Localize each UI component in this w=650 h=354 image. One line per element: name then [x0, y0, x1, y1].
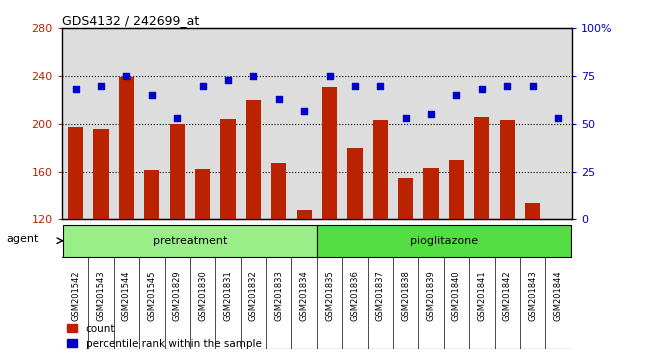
Text: GSM201840: GSM201840: [452, 270, 461, 321]
Point: [451, 92, 462, 98]
Bar: [424, 168, 439, 354]
Point: [553, 115, 564, 121]
Bar: [317, 225, 571, 257]
Text: GSM201838: GSM201838: [401, 270, 410, 321]
Text: GSM201844: GSM201844: [554, 270, 562, 321]
Bar: [94, 129, 109, 354]
Text: pretreatment: pretreatment: [153, 236, 227, 246]
Bar: [271, 163, 287, 354]
Point: [502, 83, 512, 88]
Text: GSM201829: GSM201829: [173, 270, 182, 321]
Bar: [296, 210, 312, 354]
Bar: [63, 225, 317, 257]
Bar: [220, 119, 236, 354]
Text: GDS4132 / 242699_at: GDS4132 / 242699_at: [62, 14, 199, 27]
Point: [122, 73, 132, 79]
Bar: [119, 77, 134, 354]
Bar: [246, 100, 261, 354]
Bar: [551, 219, 566, 354]
Text: GSM201831: GSM201831: [224, 270, 233, 321]
Bar: [525, 203, 540, 354]
Text: GSM201836: GSM201836: [350, 270, 359, 321]
Text: GSM201830: GSM201830: [198, 270, 207, 321]
Point: [400, 115, 411, 121]
Text: agent: agent: [6, 234, 39, 244]
Bar: [144, 171, 159, 354]
Text: GSM201832: GSM201832: [249, 270, 258, 321]
Point: [248, 73, 259, 79]
Point: [476, 87, 487, 92]
Point: [70, 87, 81, 92]
Bar: [372, 120, 388, 354]
Point: [426, 112, 436, 117]
Point: [324, 73, 335, 79]
Text: GSM201834: GSM201834: [300, 270, 309, 321]
Text: GSM201839: GSM201839: [426, 270, 436, 321]
Point: [350, 83, 360, 88]
Point: [299, 108, 309, 113]
Text: pioglitazone: pioglitazone: [410, 236, 478, 246]
Text: GSM201843: GSM201843: [528, 270, 537, 321]
Text: GSM201544: GSM201544: [122, 270, 131, 321]
Text: GSM201543: GSM201543: [97, 270, 105, 321]
Point: [527, 83, 538, 88]
Text: GSM201835: GSM201835: [325, 270, 334, 321]
Text: GSM201842: GSM201842: [502, 270, 512, 321]
Bar: [500, 120, 515, 354]
Point: [172, 115, 183, 121]
Point: [223, 77, 233, 83]
Text: GSM201841: GSM201841: [477, 270, 486, 321]
Text: GSM201545: GSM201545: [148, 270, 157, 321]
Point: [375, 83, 385, 88]
Bar: [68, 127, 83, 354]
Bar: [398, 178, 413, 354]
Text: GSM201542: GSM201542: [72, 270, 80, 321]
Point: [96, 83, 107, 88]
Bar: [195, 169, 210, 354]
Text: GSM201833: GSM201833: [274, 270, 283, 321]
Bar: [170, 124, 185, 354]
Point: [274, 96, 284, 102]
Text: GSM201837: GSM201837: [376, 270, 385, 321]
Bar: [347, 148, 363, 354]
Point: [147, 92, 157, 98]
Bar: [474, 117, 489, 354]
Bar: [449, 160, 464, 354]
Bar: [322, 87, 337, 354]
Point: [198, 83, 208, 88]
Legend: count, percentile rank within the sample: count, percentile rank within the sample: [67, 324, 261, 349]
